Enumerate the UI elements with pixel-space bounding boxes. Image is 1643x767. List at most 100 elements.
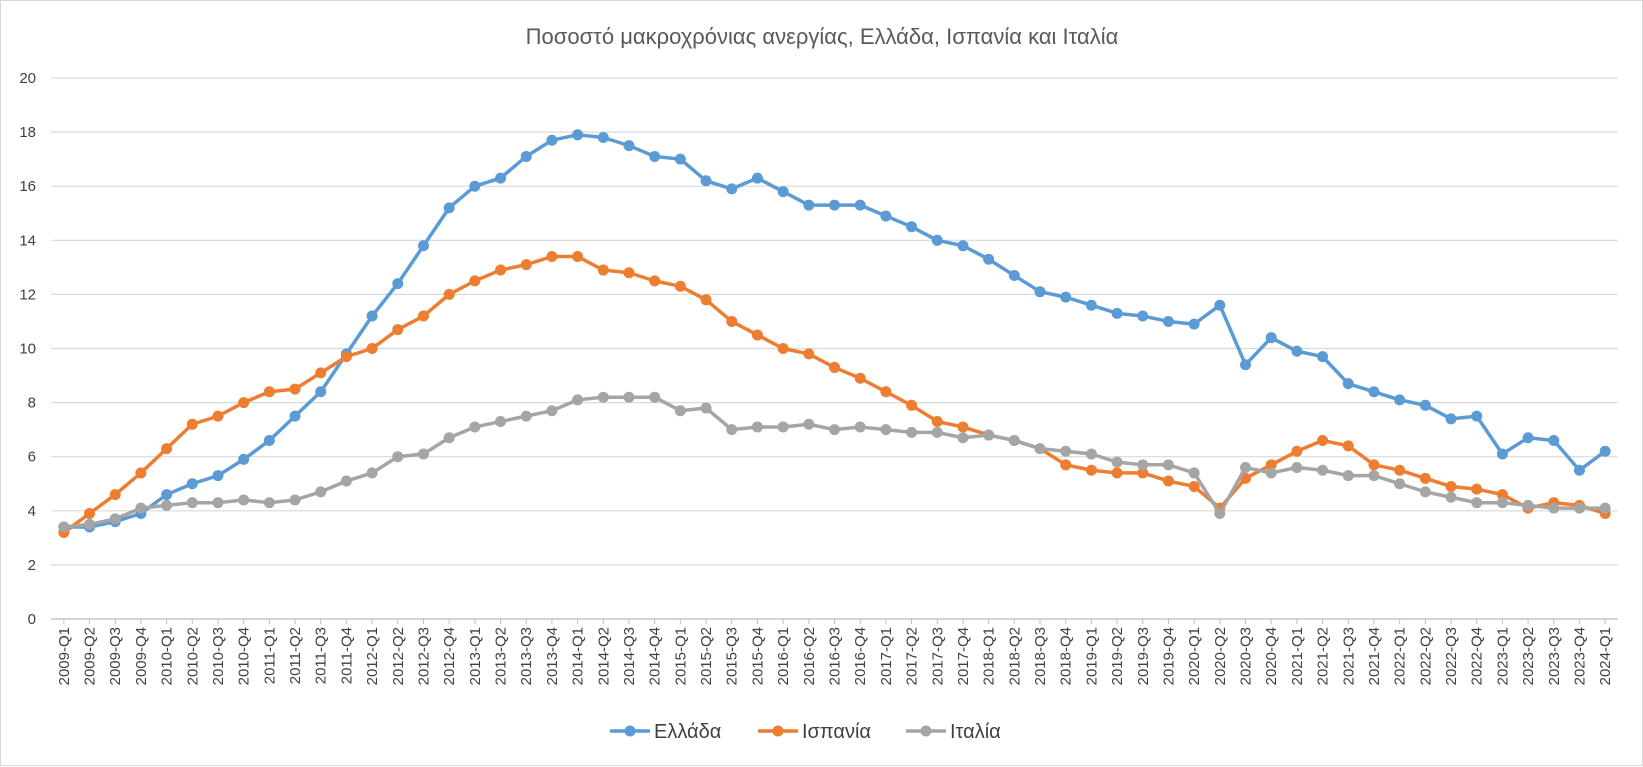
data-point [957, 432, 969, 444]
data-point [1085, 299, 1097, 311]
y-tick-label: 2 [28, 557, 36, 574]
data-point [1573, 464, 1585, 476]
y-tick-label: 0 [28, 611, 36, 628]
data-point [957, 421, 969, 433]
data-point [726, 183, 738, 195]
x-tick-label: 2019-Q1 [1083, 627, 1100, 685]
data-point [1496, 497, 1508, 509]
data-point [238, 494, 250, 506]
x-tick-label: 2015-Q1 [672, 627, 689, 685]
data-point [1394, 394, 1406, 406]
data-point [1034, 286, 1046, 298]
data-point [212, 410, 224, 422]
data-point [1394, 478, 1406, 490]
data-point [1548, 434, 1560, 446]
data-point [1342, 378, 1354, 390]
y-tick-label: 6 [28, 449, 36, 466]
x-tick-label: 2022-Q3 [1443, 627, 1460, 685]
data-point [392, 278, 404, 290]
x-tick-label: 2012-Q2 [390, 627, 407, 685]
data-point [1060, 445, 1072, 457]
data-point [1008, 434, 1020, 446]
legend-marker [920, 725, 932, 737]
data-point [186, 497, 198, 509]
data-point [315, 367, 327, 379]
data-point [366, 343, 378, 354]
data-point [417, 448, 429, 460]
data-point [520, 410, 532, 422]
x-tick-label: 2016-Q3 [827, 627, 844, 685]
x-tick-label: 2016-Q4 [852, 627, 869, 685]
data-point [315, 386, 327, 398]
legend-item: Ελλάδα [610, 721, 721, 743]
data-point [392, 451, 404, 463]
data-point [674, 280, 686, 292]
x-tick-label: 2012-Q4 [441, 627, 458, 685]
data-point [263, 497, 275, 509]
data-point [623, 267, 635, 279]
chart-title: Ποσοστό μακροχρόνιας ανεργίας, Ελλάδα, Ι… [526, 24, 1119, 49]
data-point [623, 391, 635, 403]
data-point [854, 372, 866, 384]
data-point [469, 421, 481, 433]
data-point [1137, 459, 1149, 471]
data-point [1342, 470, 1354, 482]
data-point [1008, 269, 1020, 281]
data-point [1111, 456, 1123, 468]
x-tick-label: 2019-Q3 [1135, 627, 1152, 685]
data-point [1496, 489, 1508, 501]
x-tick-label: 2010-Q1 [159, 627, 176, 685]
x-tick-label: 2010-Q4 [236, 627, 253, 685]
data-point [58, 521, 70, 533]
x-tick-label: 2017-Q1 [878, 627, 895, 685]
data-point [315, 486, 327, 498]
data-point [366, 310, 378, 322]
data-point [1162, 315, 1174, 327]
data-point [1137, 310, 1149, 322]
data-point [983, 253, 995, 265]
data-point [700, 294, 712, 306]
data-point [469, 275, 481, 287]
data-point [597, 391, 609, 403]
x-tick-label: 2009-Q2 [82, 627, 99, 685]
x-tick-label: 2014-Q3 [621, 627, 638, 685]
x-tick-label: 2019-Q4 [1160, 627, 1177, 685]
y-tick-label: 14 [19, 232, 36, 249]
x-tick-label: 2010-Q2 [184, 627, 201, 685]
data-point [931, 234, 943, 246]
data-point [803, 199, 815, 211]
data-point [1419, 472, 1431, 484]
data-point [803, 348, 815, 360]
data-point [1342, 440, 1354, 452]
data-point [572, 251, 584, 263]
data-point [392, 324, 404, 336]
x-tick-label: 2020-Q2 [1212, 627, 1229, 685]
y-tick-label: 18 [19, 124, 36, 141]
data-point [340, 475, 352, 487]
data-point [546, 405, 558, 417]
data-point [777, 421, 789, 433]
data-point [212, 470, 224, 482]
data-point [829, 361, 840, 373]
data-point [649, 150, 661, 162]
x-tick-label: 2018-Q4 [1058, 627, 1075, 685]
data-point [1445, 491, 1457, 503]
x-tick-label: 2018-Q3 [1032, 627, 1049, 685]
y-tick-label: 12 [19, 286, 36, 303]
data-point [1214, 299, 1226, 311]
x-tick-label: 2022-Q4 [1469, 627, 1486, 685]
data-point [1599, 502, 1611, 514]
data-point [777, 343, 789, 354]
legend-label: Ισπανία [802, 721, 871, 743]
x-tick-label: 2023-Q2 [1520, 627, 1537, 685]
data-point [1368, 386, 1380, 398]
x-tick-label: 2023-Q4 [1571, 627, 1588, 685]
x-tick-label: 2018-Q2 [1006, 627, 1023, 685]
data-point [649, 275, 661, 287]
data-point [1419, 399, 1431, 411]
data-point [263, 386, 275, 398]
data-point [1060, 459, 1072, 471]
x-tick-label: 2009-Q1 [56, 627, 73, 685]
data-point [854, 199, 866, 211]
data-point [1291, 445, 1303, 457]
